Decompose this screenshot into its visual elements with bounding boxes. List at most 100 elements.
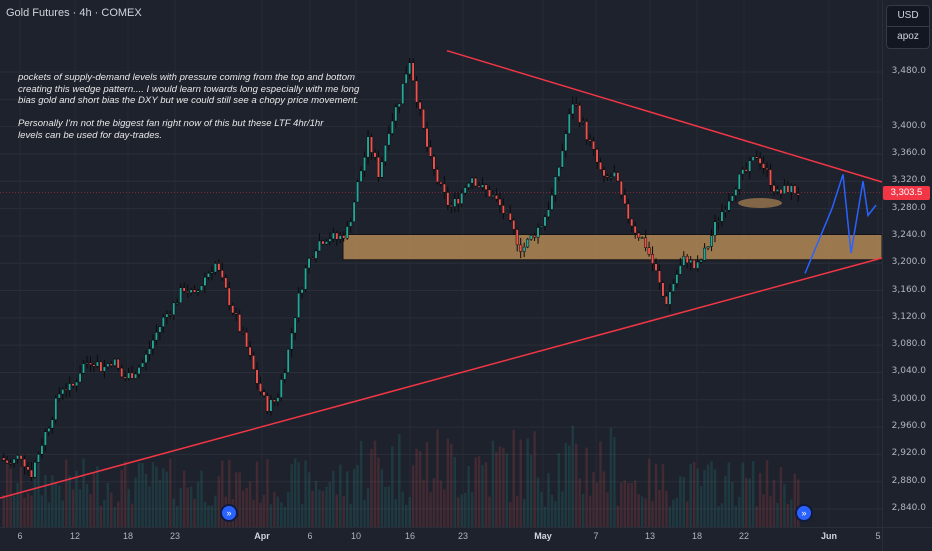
candle [283, 372, 287, 380]
volume-bar [283, 506, 286, 527]
volume-bar [682, 477, 685, 527]
volume-bar [373, 440, 377, 527]
volume-bar [526, 438, 529, 527]
volume-bar [717, 506, 720, 527]
candle [505, 212, 509, 215]
candle [515, 229, 519, 246]
volume-bar [380, 469, 384, 527]
volume-bar [585, 447, 588, 527]
candle [581, 121, 585, 123]
candle [137, 367, 141, 375]
candle [311, 258, 314, 260]
candle [633, 225, 637, 234]
candle [300, 289, 304, 294]
volume-bar [2, 495, 5, 527]
price-scale[interactable] [882, 0, 932, 527]
volume-bar [85, 484, 89, 527]
candle [772, 185, 776, 192]
volume-bar [40, 495, 44, 527]
candle [397, 103, 401, 108]
navigate-arrow-icon[interactable]: » [220, 504, 238, 522]
candle [713, 221, 717, 236]
volume-bar [318, 489, 321, 527]
volume-bar [776, 502, 779, 527]
candle [498, 198, 502, 206]
candle [245, 332, 249, 348]
candle [193, 289, 197, 293]
time-scale[interactable] [0, 527, 882, 551]
candle [644, 237, 648, 248]
candle [23, 458, 27, 467]
navigate-arrow-icon[interactable]: » [795, 504, 813, 522]
volume-bar [703, 470, 706, 527]
candle [706, 246, 710, 249]
volume-bar [696, 468, 699, 527]
candle [678, 265, 682, 275]
volume-bar [297, 462, 300, 527]
price-tick-label: 3,160.0 [891, 284, 926, 295]
candle [401, 83, 405, 105]
candle [40, 445, 44, 455]
volume-bar [561, 491, 564, 527]
price-tick-label: 3,240.0 [891, 229, 926, 240]
candle [671, 283, 675, 292]
candle [182, 287, 186, 292]
candle [796, 193, 800, 196]
candle [36, 453, 40, 463]
volume-bar [488, 496, 491, 527]
volume-bar [61, 500, 64, 527]
volume-bar [686, 501, 689, 527]
candle [95, 361, 99, 367]
candle [356, 181, 360, 203]
volume-bar [564, 442, 568, 527]
candle [668, 291, 672, 305]
volume-bar [484, 462, 488, 527]
candle [699, 259, 703, 263]
candle [692, 259, 696, 269]
volume-bar [512, 429, 515, 527]
candle [727, 200, 731, 211]
volume-bar [64, 459, 68, 527]
candle [616, 172, 620, 182]
volume-bar [588, 495, 592, 527]
candle [571, 103, 575, 115]
volume-bar [522, 498, 526, 527]
volume-bar [463, 493, 467, 527]
time-tick-label: 5 [875, 531, 881, 541]
candle [5, 459, 9, 464]
candle [113, 358, 117, 366]
volume-bar [536, 477, 540, 527]
volume-bar [710, 461, 713, 527]
volume-bar [783, 484, 786, 527]
volume-bar [418, 451, 422, 527]
time-tick-label: 6 [17, 531, 23, 541]
volume-bar [658, 489, 661, 527]
volume-bar [78, 489, 82, 527]
candle [293, 317, 297, 334]
candle [703, 247, 707, 261]
candle [418, 101, 422, 110]
volume-bar [443, 489, 446, 527]
price-tick-label: 2,960.0 [891, 421, 926, 432]
time-tick-label: 16 [404, 531, 416, 541]
candle [123, 376, 127, 379]
volume-bar [516, 495, 519, 527]
volume-bar [179, 487, 182, 527]
volume-bar [651, 501, 654, 527]
volume-bar [47, 502, 51, 527]
price-tick-label: 3,000.0 [891, 393, 926, 404]
volume-bar [127, 489, 130, 527]
volume-bar [363, 499, 366, 527]
volume-bar [12, 495, 16, 527]
candle [609, 176, 613, 178]
candle [467, 182, 471, 188]
volume-bar [169, 458, 172, 527]
currency-box[interactable]: USD apoz [886, 5, 930, 49]
volume-bar [217, 476, 221, 527]
volume-bar [92, 472, 96, 527]
volume-bar [54, 482, 57, 527]
volume-bar [692, 461, 696, 527]
symbol-title[interactable]: Gold Futures · 4h · COMEX [6, 7, 142, 19]
candle [429, 146, 432, 157]
